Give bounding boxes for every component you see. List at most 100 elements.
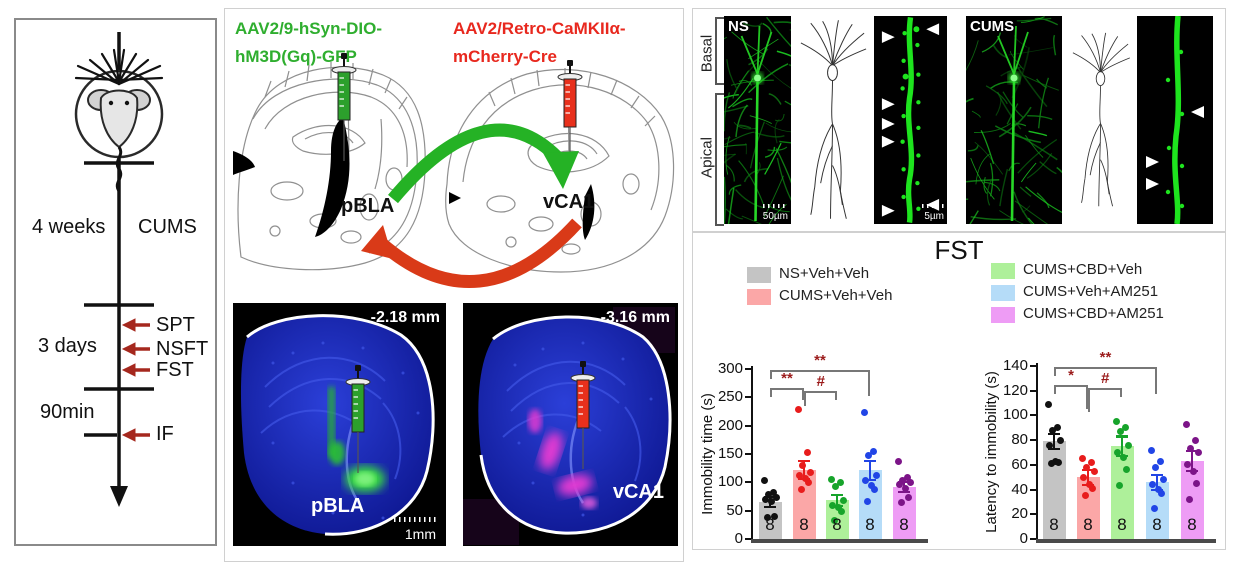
x-axis	[1036, 539, 1216, 543]
data-point	[864, 451, 872, 459]
cums-neuron-art	[966, 16, 1062, 224]
legend-swatch-3	[991, 285, 1015, 301]
bar	[758, 502, 782, 539]
scalebar-label: 1mm	[404, 526, 436, 542]
data-point	[830, 517, 838, 525]
fst-title: FST	[934, 235, 984, 265]
timeline-art	[74, 32, 164, 507]
ns-group-label: NS	[728, 18, 749, 35]
data-point	[869, 447, 877, 455]
data-point	[804, 479, 812, 487]
data-point	[1090, 467, 1098, 475]
data-point	[806, 468, 814, 476]
n-label: 8	[832, 515, 842, 534]
data-point	[763, 513, 771, 521]
spine-arrowhead-icon	[881, 135, 895, 148]
error-cap	[864, 479, 876, 482]
red-construct-line2: mCherry-Cre	[453, 47, 557, 66]
spine-arrowhead-icon	[1146, 178, 1159, 190]
data-point	[1116, 427, 1124, 435]
duration-90min-label: 90min	[40, 401, 95, 423]
error-bar	[836, 494, 839, 507]
tick-mark	[745, 424, 751, 427]
legend-swatch-2	[991, 263, 1015, 279]
n-label: 8	[1152, 515, 1162, 534]
cums-group-label: CUMS	[970, 18, 1015, 35]
data-point	[1113, 449, 1121, 456]
error-bar	[1121, 436, 1124, 457]
tick-label: 200	[717, 416, 743, 434]
legend-swatch-0	[747, 267, 771, 283]
error-bar	[1053, 433, 1056, 449]
duration-4weeks-label: 4 weeks	[32, 216, 106, 238]
data-point	[1047, 460, 1055, 468]
sig-bracket	[1120, 388, 1122, 397]
n-label: 8	[865, 515, 875, 534]
data-point	[1121, 424, 1129, 432]
tick-mark	[1030, 414, 1036, 417]
data-point	[1115, 482, 1123, 490]
duration-3days-label: 3 days	[38, 335, 97, 357]
sig-bracket	[770, 388, 804, 390]
tick-mark	[1030, 538, 1036, 540]
n-label: 8	[1117, 515, 1127, 534]
tick-mark	[1030, 439, 1036, 442]
pbla-fluorescence-image: -2.18 mm pBLA 1mm	[233, 303, 446, 546]
data-point	[1082, 463, 1090, 471]
sig-bracket	[1088, 388, 1122, 390]
apical-axis-label: Apical	[698, 137, 716, 178]
data-point	[1053, 424, 1061, 432]
data-point	[1191, 436, 1199, 444]
error-cap	[864, 459, 876, 462]
error-bar	[869, 460, 872, 481]
cums-dendrite-art	[1138, 16, 1212, 224]
tick-mark	[745, 453, 751, 455]
scalebar-label: 5µm	[924, 211, 944, 222]
sig-bracket	[802, 388, 804, 400]
data-point	[1078, 455, 1086, 463]
legend-label-2: CUMS+CBD+Veh	[1023, 261, 1143, 278]
ns-trace-image	[793, 16, 872, 224]
legend-swatch-4	[991, 307, 1015, 323]
n-label: 8	[765, 515, 775, 534]
y-axis	[1036, 363, 1038, 539]
fst-label: FST	[156, 359, 194, 381]
legend-label-1: CUMS+Veh+Veh	[779, 287, 893, 304]
vca1-fluorescence-image: -3.16 mm vCA1	[463, 303, 678, 546]
tick-label: 100	[1002, 406, 1028, 424]
sig-label: **	[781, 370, 793, 387]
scalebar-ticks	[922, 204, 944, 208]
spine-arrowhead-icon	[881, 204, 895, 217]
error-bar	[1156, 474, 1159, 490]
basal-bracket	[715, 17, 724, 85]
data-point	[1189, 467, 1197, 475]
tick-label: 100	[717, 473, 743, 491]
n-label: 8	[899, 515, 909, 534]
data-point	[1122, 466, 1130, 474]
data-point	[1088, 484, 1096, 492]
data-point	[1081, 492, 1089, 500]
fst-panel: FST NS+Veh+Veh CUMS+Veh+Veh CUMS+CBD+Veh CU…	[692, 232, 1226, 550]
sig-bracket	[1054, 367, 1056, 376]
tick-label: 150	[717, 445, 743, 462]
green-construct-line1: AAV2/9-hSyn-DIO-	[235, 19, 383, 38]
sig-bracket	[804, 391, 837, 393]
data-point	[803, 448, 811, 456]
injection-panel: AAV2/9-hSyn-DIO- hM3D(Gq)-GFP AAV2/Retro…	[224, 8, 684, 562]
spine-arrowhead-icon	[1191, 106, 1204, 118]
y-axis	[751, 366, 753, 539]
tick-mark	[1030, 488, 1036, 491]
scalebar-ticks	[394, 517, 438, 522]
green-construct-line2: hM3D(Gq)-GFP	[235, 47, 357, 66]
data-point	[901, 484, 909, 492]
apical-bracket	[715, 93, 724, 226]
error-cap	[1048, 447, 1060, 450]
error-cap	[831, 493, 843, 496]
n-label: 8	[1187, 515, 1197, 534]
error-bar	[1087, 469, 1090, 485]
data-point	[836, 478, 844, 486]
tick-mark	[1030, 365, 1036, 367]
data-point	[767, 497, 775, 505]
red-construct-line1: AAV2/Retro-CaMKIIα-	[453, 19, 626, 38]
